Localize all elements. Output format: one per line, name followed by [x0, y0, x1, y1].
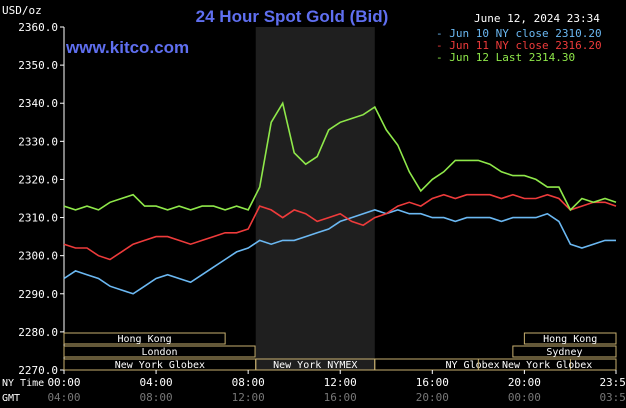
nymex-session-shade — [255, 27, 375, 370]
x-tick-label-ny: 12:00 — [324, 376, 357, 389]
website-label: www.kitco.com — [65, 38, 189, 57]
gmt-label: GMT — [2, 393, 20, 404]
x-axis: 00:00 04:00 04:00 08:00 08:00 12:00 12:00 16:00… — [47, 370, 626, 404]
session-bar — [523, 332, 617, 345]
y-tick-label: 2360.0 — [18, 21, 58, 34]
session-label: New York Globex — [502, 360, 592, 371]
y-axis: 2270.0 2280.0 2290.0 2300.0 2310.0 2320.0 2330… — [18, 21, 616, 377]
session-bar — [374, 358, 571, 371]
y-tick-label: 2350.0 — [18, 59, 58, 72]
y-tick-label: 2340.0 — [18, 97, 58, 110]
session-bar — [63, 332, 226, 345]
x-tick-label-ny: 23:59 — [599, 376, 626, 389]
series-line-2 — [63, 193, 617, 261]
legend-entry: - Jun 10 NY close 2310.20 — [436, 27, 602, 40]
session-bar — [477, 358, 617, 371]
legend-entry: - Jun 12 Last 2314.30 — [436, 51, 575, 64]
y-tick-label: 2300.0 — [18, 250, 58, 263]
session-label: New York Globex — [115, 360, 205, 371]
session-label: Hong Kong — [543, 334, 597, 345]
x-tick-label-gmt: 12:00 — [232, 391, 265, 404]
session-label: NY Globex — [445, 360, 499, 371]
x-tick-label-ny: 08:00 — [232, 376, 265, 389]
session-label: London — [141, 347, 177, 358]
x-tick-label-ny: 16:00 — [416, 376, 449, 389]
x-tick-label-ny: 20:00 — [508, 376, 541, 389]
session-label: New York NYMEX — [273, 360, 357, 371]
x-tick-label-gmt: 03:59 — [599, 391, 626, 404]
x-tick-label-gmt: 20:00 — [416, 391, 449, 404]
unit-label: USD/oz — [2, 4, 42, 17]
y-tick-label: 2310.0 — [18, 212, 58, 225]
legend: - Jun 10 NY close 2310.20- Jun 11 NY clo… — [436, 27, 602, 64]
x-tick-label-gmt: 16:00 — [324, 391, 357, 404]
session-bar — [512, 345, 617, 358]
series-line-1 — [63, 209, 616, 295]
x-tick-label-gmt: 00:00 — [508, 391, 541, 404]
legend-entry: - Jun 11 NY close 2316.20 — [436, 39, 602, 52]
y-tick-label: 2330.0 — [18, 135, 58, 148]
series-line-3 — [63, 101, 617, 212]
x-tick-label-gmt: 04:00 — [47, 391, 80, 404]
session-bar — [63, 345, 256, 358]
session-label: Hong Kong — [117, 334, 171, 345]
y-tick-label: 2280.0 — [18, 326, 58, 339]
x-tick-label-ny: 04:00 — [140, 376, 173, 389]
chart-title: 24 Hour Spot Gold (Bid) — [196, 7, 389, 26]
y-tick-label: 2270.0 — [18, 364, 58, 377]
session-bars: Hong Kong London New York Globex New York N… — [63, 332, 617, 371]
x-tick-label-gmt: 08:00 — [140, 391, 173, 404]
timestamp: June 12, 2024 23:34 — [474, 12, 600, 25]
session-label: Sydney — [546, 347, 582, 358]
x-tick-label-ny: 00:00 — [47, 376, 80, 389]
plot-lines — [63, 101, 617, 295]
y-tick-label: 2290.0 — [18, 288, 58, 301]
ny-time-label: NY Time — [2, 378, 44, 389]
y-tick-label: 2320.0 — [18, 173, 58, 186]
